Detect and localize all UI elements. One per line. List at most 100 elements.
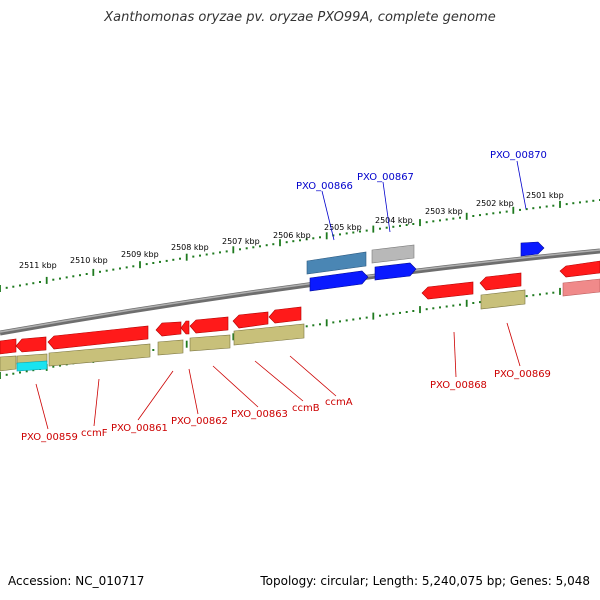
gene-edge-right[interactable]: [559, 260, 600, 278]
outer-ruler-major-tick: [419, 219, 421, 227]
outer-ruler-dot: [65, 276, 68, 279]
gene-pxo-00862-cds[interactable]: [189, 334, 231, 352]
gene-pxo-00869-cds[interactable]: [480, 289, 526, 310]
inner-ruler-dot: [425, 308, 428, 311]
inner-ruler-dot: [452, 304, 455, 307]
inner-ruler-dot: [312, 324, 315, 327]
inner-ruler-dot: [345, 319, 348, 322]
gene-edge-right-pink[interactable]: [562, 278, 600, 297]
outer-ruler-dot: [79, 274, 81, 277]
inner-ruler-dot: [5, 373, 8, 376]
gene-pxo-00866[interactable]: [309, 270, 369, 292]
outer-ruler-dot: [392, 225, 395, 228]
outer-ruler-major-tick: [45, 276, 48, 284]
outer-ruler-dot: [112, 268, 115, 271]
tick-label-2505: 2505 kbp: [324, 223, 362, 232]
inner-ruler-major-tick: [0, 372, 1, 379]
label-pxo-00861[interactable]: PXO_00861: [111, 423, 168, 434]
outer-ruler-dot: [305, 238, 308, 241]
label-pxo-00869[interactable]: PXO_00869: [494, 369, 551, 380]
gene-pxo-00862-small[interactable]: [180, 320, 190, 335]
outer-ruler-major-tick: [139, 261, 141, 269]
outer-ruler-dot: [259, 245, 261, 248]
connector-pxo-00869: [506, 322, 521, 367]
gene-pxo-00859-cds1[interactable]: [0, 355, 17, 372]
outer-ruler-dot: [379, 227, 381, 230]
outer-ruler-dot: [552, 204, 555, 207]
inner-ruler-dot: [52, 365, 55, 368]
gene-pxo-00859-cyan-feature[interactable]: [16, 360, 48, 372]
gene-pxo-00861[interactable]: [155, 321, 182, 337]
gene-pxo-00859-part2[interactable]: [15, 336, 47, 353]
outer-ruler-dot: [19, 284, 21, 287]
label-pxo-00859[interactable]: PXO_00859: [21, 432, 78, 443]
outer-ruler-dot: [445, 218, 448, 221]
gene-pxo-00866-feature[interactable]: [306, 251, 367, 275]
connector-ccma: [289, 355, 337, 397]
outer-ruler-major-tick: [372, 225, 375, 233]
outer-ruler-dot: [365, 229, 368, 232]
outer-ruler-dot: [319, 236, 321, 239]
outer-ruler-dot: [99, 270, 101, 273]
outer-ruler-dot: [332, 234, 335, 237]
inner-ruler-dot: [432, 307, 435, 310]
inner-ruler-dot: [339, 320, 341, 323]
label-pxo-00870[interactable]: PXO_00870: [490, 150, 547, 161]
connector-ccmf: [93, 378, 100, 427]
inner-ruler-dot: [332, 321, 335, 324]
outer-ruler-dot: [119, 267, 121, 270]
outer-ruler-dot: [499, 211, 501, 214]
gene-pxo-00859-part1[interactable]: [0, 338, 17, 355]
label-ccmb[interactable]: ccmB: [292, 403, 320, 414]
gene-pxo-00870[interactable]: [520, 241, 545, 257]
inner-ruler-dot: [365, 316, 368, 319]
inner-ruler-major-tick: [372, 312, 375, 320]
gene-ccmf-cds[interactable]: [48, 343, 151, 367]
gene-ccmb-cds[interactable]: [233, 323, 305, 346]
connector-pxo-00863: [212, 365, 259, 408]
inner-ruler-dot: [405, 311, 408, 313]
outer-ruler-dot: [285, 241, 288, 244]
label-pxo-00866[interactable]: PXO_00866: [296, 181, 353, 192]
label-pxo-00862[interactable]: PXO_00862: [171, 416, 228, 427]
reverse-labels: PXO_00859 ccmF PXO_00861 PXO_00862 PXO_0…: [21, 369, 551, 443]
outer-ruler-dot: [585, 200, 588, 203]
gene-pxo-00863[interactable]: [232, 311, 269, 329]
inner-ruler-dot: [392, 312, 395, 315]
outer-ruler-dot: [132, 265, 135, 268]
outer-ruler-dot: [265, 244, 268, 247]
outer-ruler-dot: [485, 213, 488, 216]
outer-ruler-dot: [425, 221, 428, 224]
genome-backbone-highlight: [0, 249, 600, 333]
outer-ruler-dot: [272, 243, 275, 246]
inner-ruler-dot: [379, 314, 381, 317]
inner-ruler-major-tick: [419, 306, 421, 314]
gene-pxo-00861-cds[interactable]: [157, 339, 184, 356]
label-connectors: [35, 160, 527, 430]
outer-ruler-dot: [339, 233, 341, 236]
outer-ruler-dot: [432, 220, 435, 223]
label-ccma[interactable]: ccmA: [325, 397, 353, 408]
outer-ruler-dot: [159, 260, 161, 263]
genome-title: Xanthomonas oryzae pv. oryzae PXO99A, co…: [104, 10, 496, 25]
label-pxo-00868[interactable]: PXO_00868: [430, 380, 487, 391]
inner-ruler-major-tick: [325, 319, 328, 327]
gene-ccmb[interactable]: [268, 306, 302, 324]
gene-pxo-00867-feature[interactable]: [371, 244, 415, 264]
gene-pxo-00867[interactable]: [374, 262, 417, 281]
label-pxo-00863[interactable]: PXO_00863: [231, 409, 288, 420]
outer-ruler-dot: [59, 277, 61, 280]
gene-pxo-00868[interactable]: [421, 281, 474, 300]
outer-ruler-dot: [225, 250, 228, 253]
gene-ccmf[interactable]: [47, 325, 149, 350]
outer-ruler-dot: [145, 263, 148, 266]
inner-ruler-dot: [19, 371, 21, 374]
tick-label-2507: 2507 kbp: [222, 237, 260, 246]
inner-ruler-dot: [412, 310, 415, 312]
inner-ruler-dot: [359, 317, 361, 320]
gene-pxo-00869[interactable]: [479, 272, 522, 291]
outer-ruler-dot: [192, 255, 195, 258]
gene-pxo-00862[interactable]: [189, 316, 229, 334]
label-ccmf[interactable]: ccmF: [81, 428, 108, 439]
label-pxo-00867[interactable]: PXO_00867: [357, 172, 414, 183]
